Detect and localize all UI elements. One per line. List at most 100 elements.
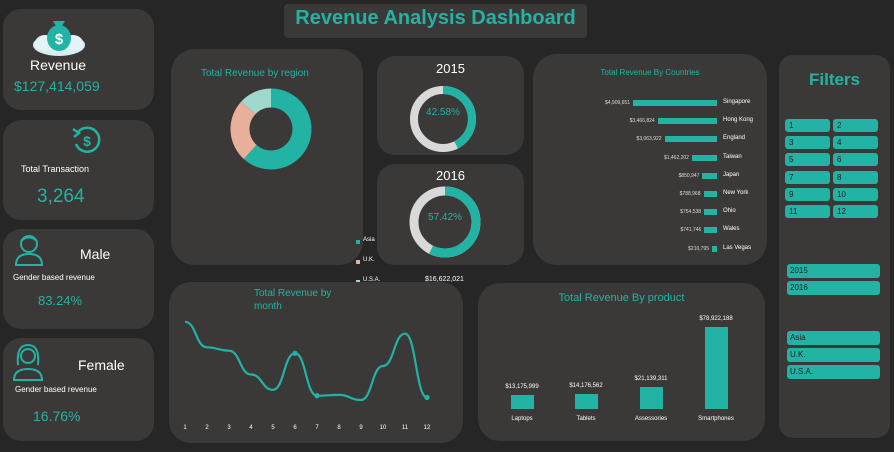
product-bar[interactable] [511, 395, 534, 409]
filter-month-5[interactable]: 5 [785, 153, 830, 167]
region-slice-uk[interactable] [230, 101, 258, 159]
year-2015-pct: 42.58% [426, 107, 460, 118]
month-tick-label: 9 [359, 425, 363, 431]
country-name: Hong Kong [723, 117, 754, 124]
filter-month-10[interactable]: 10 [833, 187, 878, 201]
year-2016-card: 2016 57.42% [377, 164, 524, 265]
filters-panel: Filters [779, 55, 890, 438]
female-value: 16.76% [33, 408, 81, 424]
country-bar[interactable] [703, 191, 717, 197]
country-value: $754,538 [680, 209, 702, 216]
legend-swatch [356, 240, 360, 244]
country-name: England [723, 135, 746, 142]
product-title: Total Revenue By product [558, 292, 685, 304]
month-point[interactable] [314, 393, 320, 399]
svg-text:$: $ [83, 133, 91, 149]
transaction-label: Total Transaction [21, 164, 90, 174]
month-tick-label: 2 [205, 425, 209, 431]
month-tick-label: 8 [337, 425, 341, 431]
transaction-value: 3,264 [37, 186, 85, 207]
filter-month-9[interactable]: 9 [785, 187, 830, 201]
country-name: New York [723, 190, 749, 196]
female-user-icon [12, 343, 44, 381]
filters-title: Filters [808, 70, 861, 89]
country-value: $741,746 [680, 227, 702, 234]
country-bar[interactable] [633, 100, 717, 106]
country-bar[interactable] [712, 245, 717, 252]
month-tick-label: 11 [402, 425, 409, 431]
filter-region-asia[interactable]: Asia [787, 331, 880, 345]
filter-month-4[interactable]: 4 [833, 136, 878, 150]
product-value: $14,176,562 [569, 383, 603, 390]
country-name: Wales [723, 226, 740, 233]
month-line-chart: 1 2 3 4 5 6 7 8 9 10 11 12 [183, 320, 431, 431]
legend-name: U.S.A. [363, 277, 381, 283]
country-value: $4,909,651 [604, 100, 630, 106]
page-title: Revenue Analysis Dashboard [295, 7, 576, 29]
product-value: $13,175,999 [505, 384, 539, 391]
filter-month-11[interactable]: 11 [785, 205, 830, 218]
product-value: $21,139,311 [634, 376, 668, 383]
month-title-line2: month [254, 301, 282, 312]
filter-year-2015[interactable]: 2015 [787, 264, 880, 278]
month-tick-label: 10 [380, 425, 387, 431]
month-tick-label: 3 [227, 425, 231, 431]
month-series-line [184, 320, 428, 402]
country-value: $1,462,202 [663, 154, 689, 161]
filter-month-7[interactable]: 7 [785, 170, 830, 184]
dashboard-title-box: Revenue Analysis Dashboard [284, 4, 587, 38]
revenue-value: $127,414,059 [14, 78, 100, 94]
country-bar[interactable] [664, 136, 717, 143]
filter-month-2[interactable]: 2 [833, 119, 878, 132]
product-name: Assessories [634, 416, 668, 422]
filter-month-12[interactable]: 12 [833, 205, 878, 218]
male-card: Male Gender based revenue 83.24% [3, 229, 154, 329]
male-user-icon [14, 235, 44, 266]
filter-month-3[interactable]: 3 [785, 136, 830, 150]
product-bar[interactable] [640, 387, 663, 409]
filter-month-6[interactable]: 6 [833, 153, 878, 167]
filter-region-usa[interactable]: U.S.A. [787, 365, 880, 379]
month-point[interactable] [424, 394, 430, 401]
country-bar[interactable] [691, 154, 717, 161]
product-bar[interactable] [705, 327, 728, 409]
month-tick-label: 6 [293, 425, 297, 431]
country-bar[interactable] [704, 209, 717, 216]
filter-year-2016[interactable]: 2016 [787, 281, 880, 295]
ring-fill [429, 186, 481, 258]
filter-month-8[interactable]: 8 [833, 170, 878, 184]
female-title: Female [78, 357, 125, 373]
region-title: Total Revenue by region [201, 68, 309, 79]
product-name: Laptops [511, 416, 533, 422]
country-value: $788,968 [679, 191, 701, 197]
countries-title: Total Revenue By Countries [600, 68, 700, 77]
male-sub: Gender based revenue [13, 273, 95, 282]
country-name: Japan [723, 171, 740, 178]
product-bar[interactable] [575, 394, 598, 409]
country-value: $210,795 [688, 245, 709, 252]
country-bar[interactable] [657, 118, 717, 125]
country-bar[interactable] [702, 172, 717, 179]
country-bar[interactable] [704, 227, 717, 234]
region-slice-usa[interactable] [241, 88, 272, 115]
refresh-dollar-icon: $ [72, 126, 101, 153]
country-value: $3,466,824 [629, 118, 655, 125]
male-value: 83.24% [38, 293, 83, 308]
month-tick-label: 4 [249, 425, 253, 431]
year-2015-card: 2015 42.58% [377, 56, 524, 155]
transaction-card: $ Total Transaction 3,264 [3, 120, 154, 220]
product-value: $78,922,188 [699, 316, 733, 322]
legend-name: Asia [363, 237, 375, 243]
legend-name: U.K. [363, 257, 375, 263]
filter-region-uk[interactable]: U.K. [787, 348, 880, 362]
female-card: Female Gender based revenue 16.76% [3, 338, 154, 441]
legend-value: $16,622,021 [425, 276, 464, 283]
month-point[interactable] [292, 350, 298, 356]
filter-month-1[interactable]: 1 [785, 119, 830, 132]
month-tick-label: 5 [271, 425, 275, 431]
month-tick-label: 7 [315, 425, 319, 431]
svg-text:$: $ [55, 31, 64, 48]
region-slice-asia[interactable] [243, 88, 312, 170]
month-title-line1: Total Revenue by [254, 288, 332, 299]
money-bag-icon: $ [33, 21, 85, 56]
